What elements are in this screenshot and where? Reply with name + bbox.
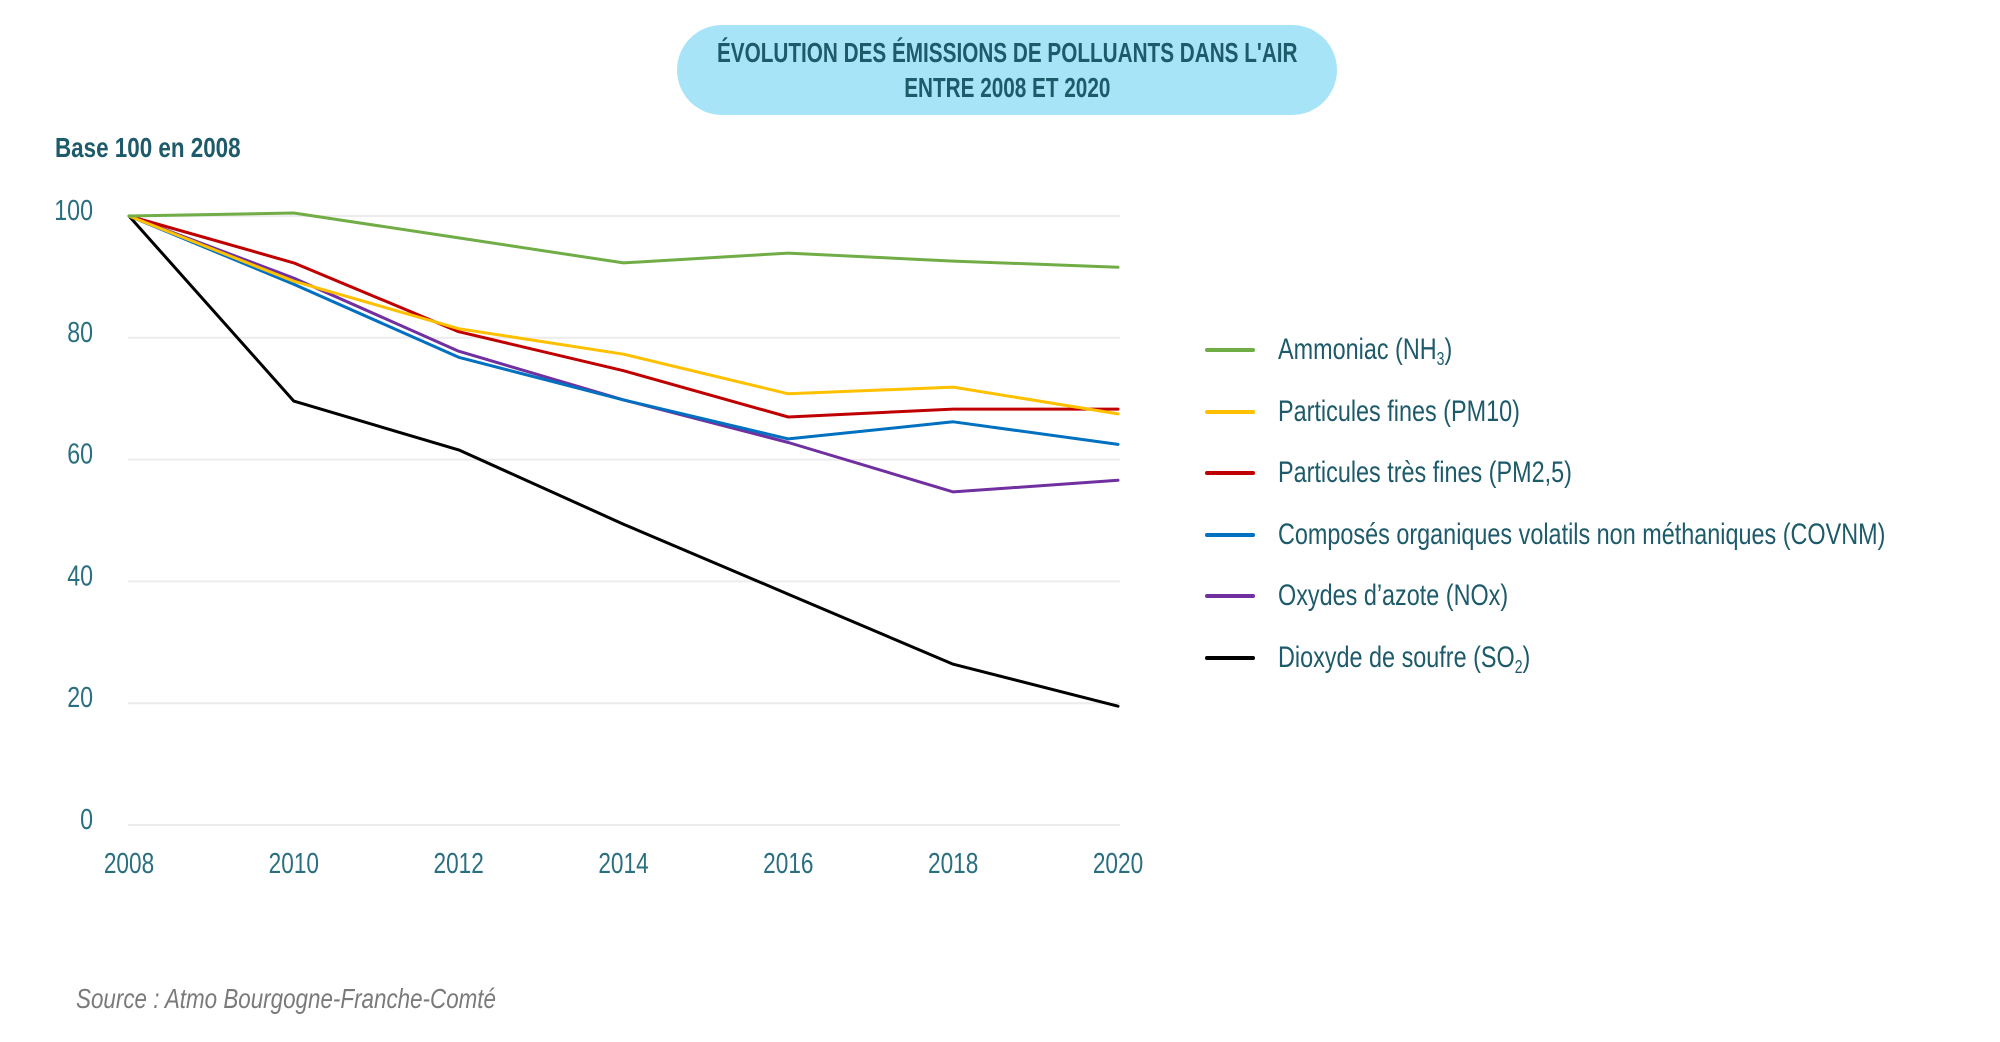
legend-swatch [1205,471,1255,475]
legend-label: Particules fines (PM10) [1278,392,1520,432]
source-note: Source : Atmo Bourgogne-Franche-Comté [76,983,496,1014]
y-axis-ticks: 0 20 40 60 80 100 [54,193,93,835]
x-tick-label: 2010 [269,846,319,879]
legend-label-text: Composés organiques volatils non méthani… [1278,517,1886,551]
y-tick-label: 40 [67,559,93,592]
legend-label-subscript: 3 [1436,349,1445,369]
y-axis-caption: Base 100 en 2008 [55,131,287,165]
legend-label-subscript: 2 [1514,656,1523,677]
legend-item: Ammoniac (NH3) [1205,330,1965,370]
legend-label-text: Particules fines (PM10) [1278,394,1520,428]
legend-item: Oxydes d’azote (NOx) [1205,576,1965,616]
legend-label-text: Dioxyde de soufre (SO [1278,640,1515,674]
series-line-5 [127,214,1120,708]
series-line-2 [127,214,1120,419]
legend-label-text: Particules très fines (PM2,5) [1278,456,1572,489]
legend-label-text: Ammoniac (NH [1278,333,1437,366]
x-axis-ticks: 2008 2010 2012 2014 2016 2018 2020 [104,846,1143,879]
legend-swatch [1205,594,1255,598]
legend-label-text: Oxydes d’azote (NOx) [1278,579,1509,612]
legend-item: Composés organiques volatils non méthani… [1205,515,1965,555]
chart-title-line-2: ENTRE 2008 ET 2020 [903,72,1111,103]
series-line-3 [127,214,1120,446]
legend-label: Oxydes d’azote (NOx) [1278,576,1508,616]
legend-label: Composés organiques volatils non méthani… [1278,515,1885,555]
legend-label: Ammoniac (NH3) [1278,330,1452,379]
legend-label: Dioxyde de soufre (SO2) [1278,638,1530,687]
legend-swatch [1205,655,1255,660]
chart-title-line-1: ÉVOLUTION DES ÉMISSIONS DE POLLUANTS DAN… [716,37,1298,68]
legend-label-end: ) [1444,333,1453,366]
series-lines [127,211,1120,708]
legend-label: Particules très fines (PM2,5) [1278,453,1572,493]
x-tick-label: 2012 [434,846,484,879]
x-tick-label: 2020 [1093,846,1143,879]
legend-swatch [1205,532,1255,537]
legend-item: Particules fines (PM10) [1205,392,1965,432]
legend-swatch [1205,348,1255,352]
gridlines [128,215,1120,826]
y-axis-caption-text: Base 100 en 2008 [55,132,241,163]
y-tick-label: 100 [54,193,93,226]
y-tick-label: 0 [80,802,93,835]
legend-item: Particules très fines (PM2,5) [1205,453,1965,493]
legend-label-end: ) [1522,640,1531,674]
y-tick-label: 20 [67,681,93,714]
y-tick-label: 80 [67,315,93,348]
x-tick-label: 2018 [928,846,978,879]
x-tick-label: 2008 [104,846,154,879]
x-tick-label: 2014 [598,846,648,879]
y-tick-label: 60 [67,437,93,470]
series-line-1 [127,214,1120,416]
x-tick-label: 2016 [763,846,813,879]
legend-swatch [1205,409,1255,414]
chart-title-banner: ÉVOLUTION DES ÉMISSIONS DE POLLUANTS DAN… [677,25,1337,115]
legend-item: Dioxyde de soufre (SO2) [1205,638,1965,678]
